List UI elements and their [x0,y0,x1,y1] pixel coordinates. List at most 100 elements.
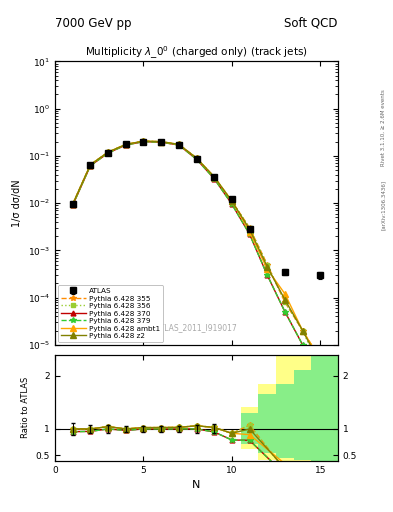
Text: ATLAS_2011_I919017: ATLAS_2011_I919017 [156,323,237,332]
Pythia 6.428 370 [141,139,146,145]
Line: Pythia 6.428 379: Pythia 6.428 379 [70,139,323,372]
Pythia 6.428 356 [247,225,252,231]
Pythia 6.428 370 [176,142,181,148]
Pythia 6.428 356 [212,174,217,180]
Legend: ATLAS, Pythia 6.428 355, Pythia 6.428 356, Pythia 6.428 370, Pythia 6.428 379, P: ATLAS, Pythia 6.428 355, Pythia 6.428 35… [58,285,163,342]
Pythia 6.428 379 [70,202,75,208]
Pythia 6.428 ambt1 [230,198,234,204]
Pythia 6.428 356 [194,155,199,161]
Pythia 6.428 355 [265,262,270,268]
Pythia 6.428 370 [247,231,252,237]
Pythia 6.428 z2 [176,141,181,147]
Bar [259,384,276,460]
Pythia 6.428 379 [265,272,270,278]
Pythia 6.428 ambt1 [106,149,110,155]
Pythia 6.428 z2 [230,198,234,204]
Pythia 6.428 370 [265,272,270,278]
Line: Pythia 6.428 z2: Pythia 6.428 z2 [70,138,323,367]
Pythia 6.428 355 [106,149,110,155]
Pythia 6.428 z2 [123,141,128,147]
Pythia 6.428 356 [283,299,287,305]
Pythia 6.428 355 [212,174,217,180]
Pythia 6.428 ambt1 [141,138,146,144]
Pythia 6.428 z2 [194,155,199,161]
Pythia 6.428 356 [318,367,323,373]
Pythia 6.428 ambt1 [300,328,305,334]
Pythia 6.428 356 [265,262,270,268]
Text: Soft QCD: Soft QCD [285,16,338,30]
Pythia 6.428 355 [318,356,323,362]
Pythia 6.428 379 [123,142,128,148]
Pythia 6.428 ambt1 [159,139,163,145]
Pythia 6.428 355 [123,141,128,147]
Pythia 6.428 379 [230,201,234,207]
Pythia 6.428 ambt1 [212,174,217,180]
Pythia 6.428 355 [300,328,305,334]
Pythia 6.428 z2 [300,328,305,334]
Pythia 6.428 370 [106,150,110,156]
Pythia 6.428 355 [230,198,234,204]
Pythia 6.428 379 [106,150,110,156]
Pythia 6.428 z2 [265,264,270,270]
Pythia 6.428 355 [247,225,252,231]
Pythia 6.428 ambt1 [318,356,323,362]
Pythia 6.428 z2 [106,149,110,155]
Pythia 6.428 z2 [283,296,287,303]
Pythia 6.428 356 [300,328,305,334]
Pythia 6.428 356 [159,139,163,145]
X-axis label: N: N [192,480,201,490]
Pythia 6.428 370 [194,156,199,162]
Bar [311,354,338,461]
Pythia 6.428 356 [70,201,75,207]
Pythia 6.428 ambt1 [265,266,270,272]
Pythia 6.428 355 [283,299,287,305]
Pythia 6.428 355 [176,141,181,147]
Title: Multiplicity $\lambda\_0^0$ (charged only) (track jets): Multiplicity $\lambda\_0^0$ (charged onl… [85,45,308,61]
Pythia 6.428 355 [141,138,146,144]
Bar [276,354,294,461]
Pythia 6.428 370 [212,176,217,182]
Pythia 6.428 z2 [247,226,252,232]
Line: Pythia 6.428 ambt1: Pythia 6.428 ambt1 [70,138,323,362]
Pythia 6.428 z2 [212,174,217,180]
Bar [294,371,312,460]
Pythia 6.428 z2 [318,360,323,367]
Bar [276,384,294,458]
Pythia 6.428 370 [88,163,93,169]
Pythia 6.428 379 [194,156,199,162]
Text: Rivet 3.1.10, ≥ 2.6M events: Rivet 3.1.10, ≥ 2.6M events [381,90,386,166]
Pythia 6.428 379 [318,367,323,373]
Pythia 6.428 379 [300,342,305,348]
Pythia 6.428 355 [194,155,199,161]
Pythia 6.428 ambt1 [283,291,287,297]
Pythia 6.428 355 [88,162,93,168]
Pythia 6.428 356 [88,162,93,168]
Pythia 6.428 370 [159,139,163,145]
Pythia 6.428 355 [70,201,75,207]
Pythia 6.428 379 [141,139,146,145]
Y-axis label: Ratio to ATLAS: Ratio to ATLAS [21,377,30,438]
Pythia 6.428 370 [230,201,234,207]
Pythia 6.428 356 [141,138,146,144]
Pythia 6.428 379 [159,139,163,145]
Pythia 6.428 370 [300,342,305,348]
Pythia 6.428 z2 [70,201,75,207]
Text: 7000 GeV pp: 7000 GeV pp [55,16,132,30]
Pythia 6.428 370 [70,202,75,208]
Line: Pythia 6.428 356: Pythia 6.428 356 [71,139,322,372]
Pythia 6.428 ambt1 [194,155,199,161]
Pythia 6.428 370 [123,142,128,148]
Pythia 6.428 z2 [159,139,163,145]
Pythia 6.428 379 [88,163,93,169]
Line: Pythia 6.428 370: Pythia 6.428 370 [70,139,323,372]
Pythia 6.428 379 [212,176,217,182]
Pythia 6.428 356 [230,198,234,204]
Pythia 6.428 370 [318,367,323,373]
Text: [arXiv:1306.3436]: [arXiv:1306.3436] [381,180,386,230]
Bar [294,354,312,461]
Pythia 6.428 356 [176,141,181,147]
Bar [311,354,338,461]
Pythia 6.428 ambt1 [88,162,93,168]
Pythia 6.428 ambt1 [123,141,128,147]
Pythia 6.428 370 [283,309,287,315]
